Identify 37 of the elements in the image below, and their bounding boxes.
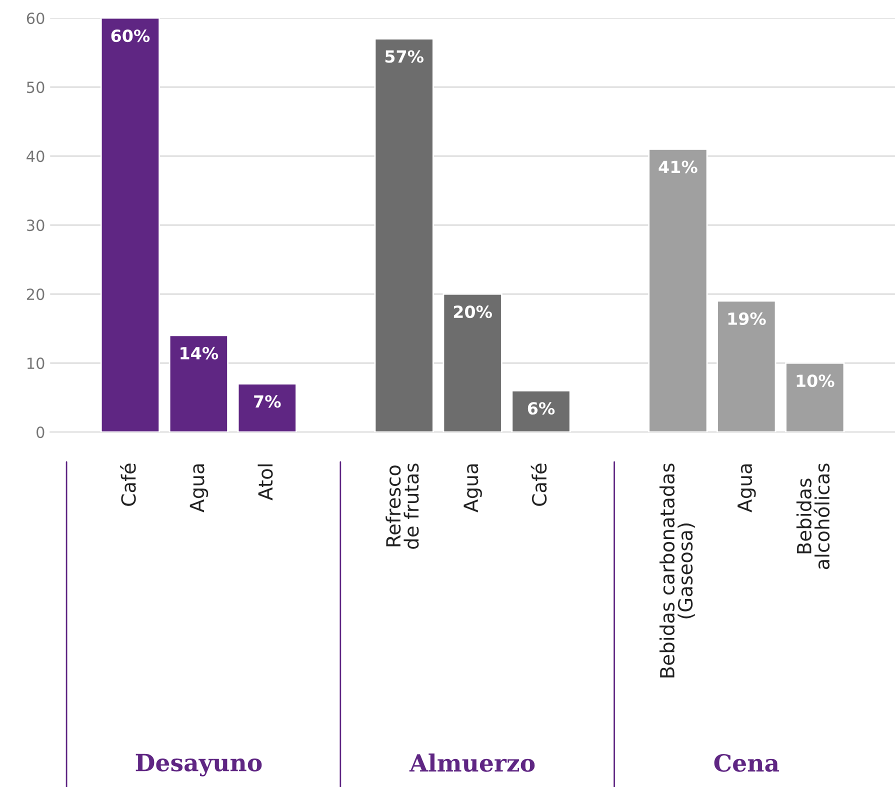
bar [716,300,776,432]
x-tick-label: Bebidas carbonatadas (Gaseosa) [660,464,695,678]
bar [648,148,708,432]
x-tick-label: Refresco de frutas [386,464,419,549]
data-label: 7% [254,395,281,408]
data-label: 41% [658,160,698,174]
y-tick-label: 60 [26,12,44,24]
text: Almuerzo [409,754,535,772]
y-tick-label: 50 [26,82,44,94]
data-label: 20% [454,305,492,318]
x-tick-label: Café [120,464,136,506]
x-tick-label: Bebidas alcohólicas [796,464,830,570]
bar [442,293,502,432]
x-tick-label: Agua [190,464,208,512]
data-label: 57% [385,50,424,63]
y-tick-label: 20 [26,288,44,300]
x-tick-label: Agua [464,464,482,512]
data-label: 60% [111,30,150,42]
bar [237,383,297,432]
data-label: 19% [728,312,766,325]
bar [511,390,571,432]
text: Cena [714,754,780,772]
y-tick-label: 0 [36,426,44,438]
x-tick-label: Agua [738,464,756,512]
x-tick-label: Café [530,464,547,506]
data-label: 14% [180,346,218,360]
text: Desayuno [136,754,262,776]
data-label: 6% [528,402,555,415]
y-tick-label: 40 [26,150,44,162]
bar [374,38,434,432]
x-tick-label: Atol [258,464,273,500]
bar [168,334,228,432]
bar [100,18,160,432]
y-tick-label: 10 [27,358,44,370]
bar [785,362,845,432]
y-tick-label: 30 [26,220,44,232]
data-label: 10% [796,374,834,388]
